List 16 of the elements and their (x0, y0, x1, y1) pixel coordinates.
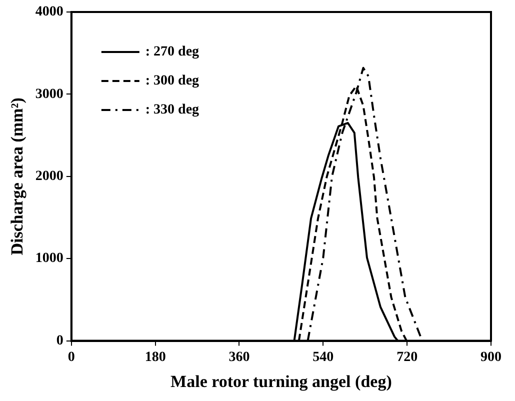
x-tick-label: 0 (68, 350, 75, 365)
y-tick-label: 4000 (35, 4, 64, 20)
x-tick-label: 360 (228, 350, 250, 365)
y-tick-label: 1000 (35, 251, 64, 266)
x-tick-label: 900 (480, 350, 502, 365)
x-tick-label: 720 (396, 350, 418, 365)
x-tick-label: 180 (144, 350, 166, 365)
y-axis-title: Discharge area (mm²) (8, 98, 27, 256)
y-tick-label: 0 (56, 333, 64, 348)
x-axis-title: Male rotor turning angel (deg) (170, 372, 392, 392)
legend-label: : 300 deg (145, 74, 200, 89)
y-tick-label: 2000 (35, 169, 64, 184)
x-tick-label: 540 (312, 350, 334, 365)
y-tick-label: 3000 (35, 86, 64, 102)
legend-label: : 330 deg (145, 102, 200, 118)
legend-label: : 270 deg (145, 44, 200, 60)
